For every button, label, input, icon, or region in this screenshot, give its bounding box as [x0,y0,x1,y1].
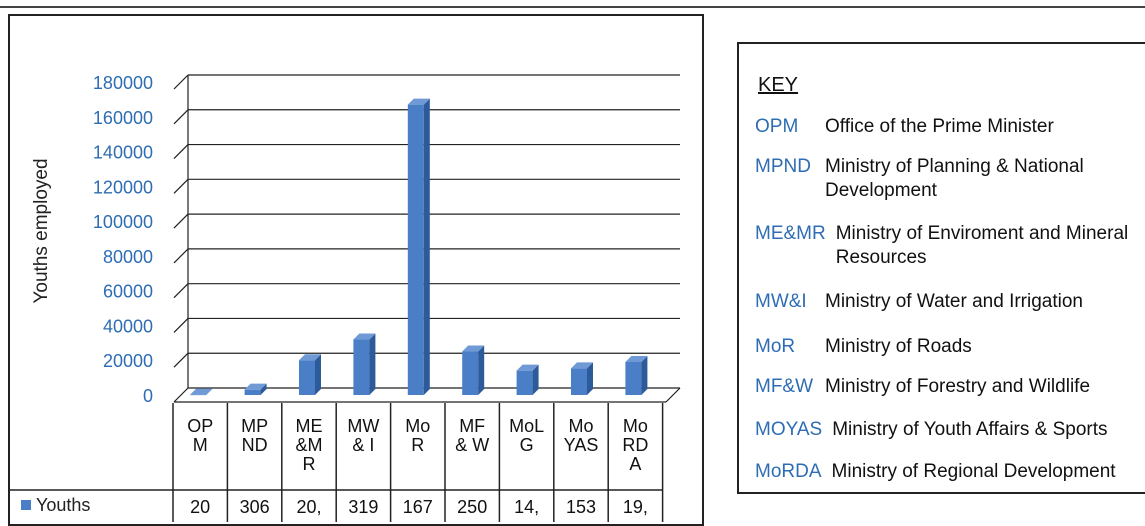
x-tick-label: Mo [568,416,593,436]
bar-top [625,355,648,362]
x-tick-label: MP [241,416,268,436]
key-abbreviation: MoR [755,336,796,357]
bar [571,368,587,395]
bar [299,360,315,395]
bar-side [369,333,376,395]
x-tick-label: R [411,435,424,455]
bar [625,361,642,395]
x-tick-label: & W [455,435,489,455]
x-tick-label: MoL [509,416,544,436]
gridline-side [173,109,189,125]
key-abbreviation: MW&I [755,291,807,312]
x-tick-label: R [303,454,316,474]
floor-right-edge [665,387,681,403]
key-description: Office of the Prime Minister [825,116,1054,137]
x-tick-label: &M [296,435,323,455]
y-tick-label: 40000 [103,316,153,336]
bar-top [353,333,376,340]
bar-side [260,383,267,395]
y-tick-label: 100000 [93,212,153,232]
bar-side [641,355,648,395]
gridline-side [173,352,189,368]
y-tick-label: 60000 [103,282,153,302]
bar [407,104,424,395]
bar-side [206,388,213,395]
key-description: Ministry of Roads [825,336,972,357]
bar-top [571,362,593,369]
x-tick-label: Mo [405,416,430,436]
key-description: Ministry of Planning & National Developm… [825,156,1084,201]
x-tick-label: Mo [623,416,648,436]
key-description: Ministry of Water and Irrigation [825,291,1083,312]
x-tick-label: MW [347,416,379,436]
bar [516,370,533,395]
bar-top [516,364,539,371]
key-abbreviation: MPND [755,156,811,177]
x-tick-label: OP [187,416,213,436]
key-abbreviation: OPM [755,116,799,137]
bar-side [478,345,485,395]
table-value: 20, [296,497,321,517]
gridline-side [173,248,189,264]
x-tick-label: ME [296,416,323,436]
bar-side [315,354,321,395]
x-tick-label: & I [352,435,374,455]
table-value: 153 [566,497,596,517]
bar [353,339,370,395]
x-tick-label: MF [459,416,485,436]
bar-side [532,364,539,395]
table-value: 20 [190,497,210,517]
y-tick-label: 80000 [103,247,153,267]
bar-top [299,354,321,361]
gridline-side [173,318,189,333]
gridline-side [173,144,189,159]
key-title: KEY [758,74,799,96]
gridline-side [173,283,189,299]
bar [462,351,479,395]
gridline-side [173,213,189,229]
table-value: 306 [240,497,270,517]
x-tick-label: A [629,454,641,474]
y-tick-label: 180000 [93,73,153,93]
bar-top [462,345,485,352]
y-tick-label: 20000 [103,351,153,371]
y-tick-label: 160000 [93,108,153,128]
key-description: Ministry of Regional Development [831,461,1116,482]
key-abbreviation: MoRDA [755,461,822,482]
bar-side [423,98,430,395]
bar-chart: 0 20000 40000 60000 80000 100000 120000 140000 1… [10,73,681,522]
bar-top [244,383,267,390]
bar [244,389,261,395]
table-value: 250 [457,497,487,517]
x-tick-label: ND [242,435,268,455]
x-tick-label: RD [622,435,648,455]
key-description: Ministry of Forestry and Wildlife [825,376,1091,397]
gridline-side [173,178,189,194]
key-abbreviation: MF&W [755,376,814,397]
key-description: Ministry of Enviroment and Mineral Resou… [835,223,1129,268]
legend-label: Youths [36,495,90,515]
y-tick-label: 120000 [93,177,153,197]
table-value: 19, [623,497,648,517]
key-abbreviation: MOYAS [755,419,823,440]
x-tick-label: M [193,435,208,455]
key-box [737,42,1145,494]
bar [190,394,207,396]
gridline-side [173,74,189,90]
key-description: Ministry of Youth Affairs & Sports [832,419,1108,440]
gridline-side [173,387,189,403]
table-value: 14, [514,497,539,517]
legend-swatch [21,500,31,510]
top-rule [0,6,1145,8]
bar-side [587,362,593,395]
bar-top [407,98,430,105]
key-abbreviation: ME&MR [755,223,826,244]
y-tick-label: 140000 [93,143,153,163]
table-value: 167 [403,497,433,517]
y-tick-label: 0 [143,386,153,406]
bar-top [190,388,213,395]
table-value: 319 [348,497,378,517]
x-tick-label: YAS [564,435,599,455]
x-tick-label: G [520,435,534,455]
